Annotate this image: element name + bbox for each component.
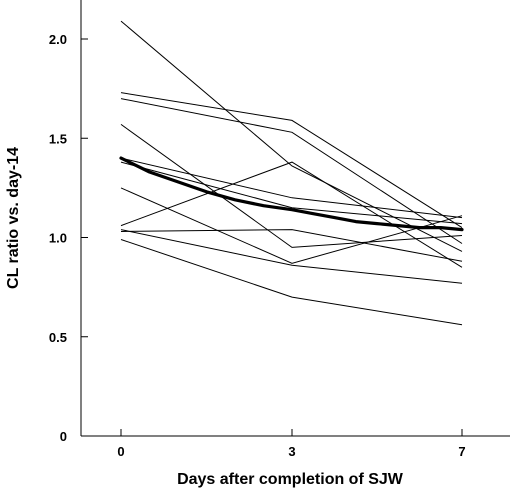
series-lines [120,20,463,326]
series-line [120,239,463,326]
y-tick-label: 0 [60,429,67,444]
y-tick-label: 1.0 [49,231,67,246]
series-line [120,92,463,229]
x-ticks: 0 3 7 [117,429,466,459]
series-line [120,20,463,252]
y-tick-label: 2.0 [49,32,67,47]
series-line [120,157,463,219]
series-line [120,161,463,268]
y-ticks: 0 0.5 1.0 1.5 2.0 [49,32,88,444]
y-tick-label: 0.5 [49,330,67,345]
series-line [120,123,463,248]
series-line [120,98,463,244]
series-line [120,187,463,264]
mean-curve-line [119,156,464,232]
x-tick-label: 0 [117,444,124,459]
x-axis-label: Days after completion of SJW [177,471,404,488]
x-tick-label: 3 [288,444,295,459]
y-axis-label: CL ratio vs. day-14 [5,147,22,289]
y-tick-label: 1.5 [49,131,67,146]
series-line [120,229,463,284]
x-tick-label: 7 [458,444,465,459]
series-line [120,161,463,225]
series-line [120,229,463,262]
axes [80,0,510,437]
